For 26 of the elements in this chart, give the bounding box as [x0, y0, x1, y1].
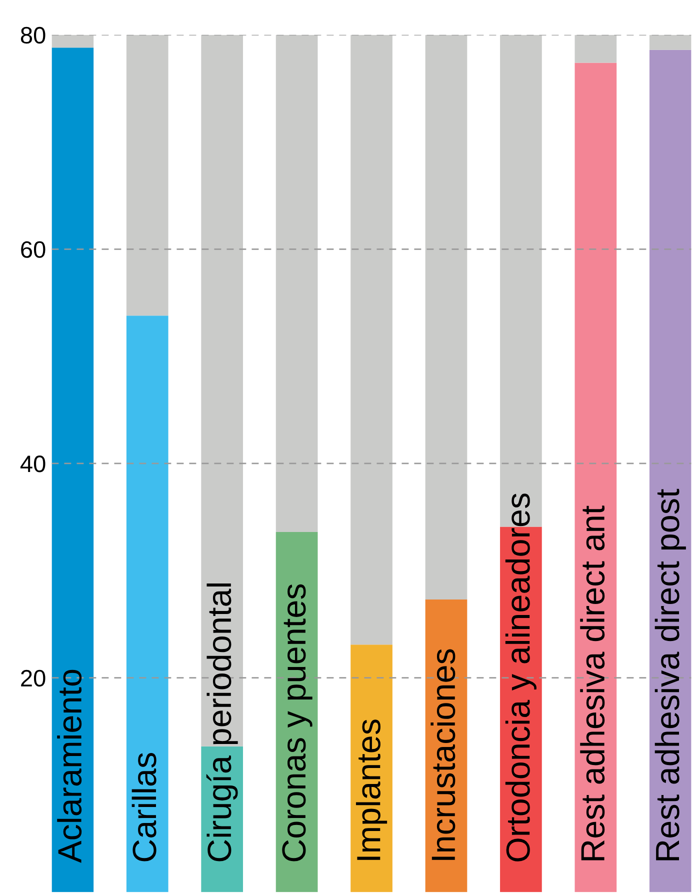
- bar: [52, 34, 94, 48]
- x-tick-label: Carillas: [132, 753, 156, 862]
- y-tick-label: 20: [21, 670, 46, 687]
- x-tick-label: Rest adhesiva direct post: [654, 488, 686, 860]
- y-tick-label: 40: [20, 456, 46, 472]
- bar: [649, 34, 692, 50]
- x-tick-label: Cirugía periodontal: [206, 584, 238, 862]
- bar: [649, 50, 692, 892]
- x-tick-label: Incrustaciones: [430, 649, 456, 860]
- y-tick-label: 80: [20, 26, 46, 44]
- x-tick-label: Ortodoncia y alineadores: [505, 494, 536, 862]
- bar: [350, 34, 392, 645]
- bar: [52, 48, 94, 892]
- x-tick-label: Coronas y puentes: [282, 584, 312, 862]
- bar: [574, 62, 617, 892]
- x-tick-label: Rest adhesiva direct ant: [580, 506, 605, 860]
- bar: [201, 34, 244, 746]
- bar: [574, 34, 617, 63]
- x-tick-label: Implantes: [356, 720, 388, 860]
- y-tick-label: 60: [21, 241, 46, 258]
- bar: [276, 34, 318, 532]
- bar: [425, 34, 468, 600]
- x-tick-label: Aclaramiento: [57, 670, 82, 863]
- bar: [126, 316, 168, 892]
- bar: [350, 644, 392, 892]
- bar: [126, 34, 168, 316]
